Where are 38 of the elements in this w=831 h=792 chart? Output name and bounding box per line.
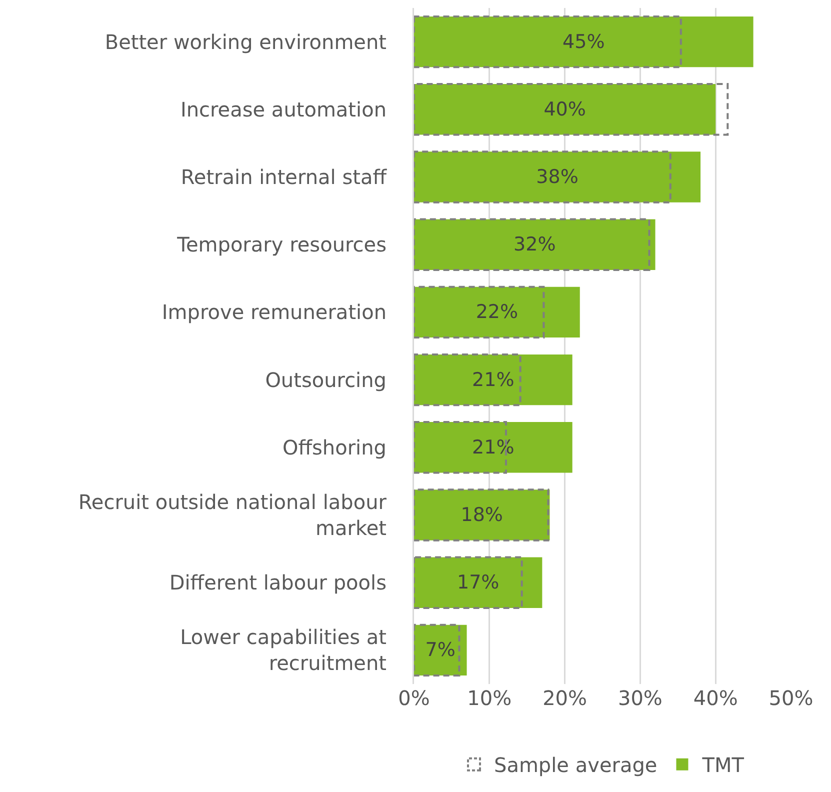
bar xyxy=(414,354,572,406)
y-tick-label: Different labour pools xyxy=(169,570,386,595)
x-tick-label: 10% xyxy=(467,686,512,710)
y-tick-label: Improve remuneration xyxy=(162,300,386,324)
y-tick-label: Retrain internal staff xyxy=(180,165,388,189)
data-label: 32% xyxy=(514,234,556,256)
bar xyxy=(414,422,572,473)
data-label: 22% xyxy=(476,301,518,324)
bar xyxy=(414,286,580,338)
data-label: 40% xyxy=(544,98,586,120)
y-tick-label: Increase automation xyxy=(180,97,386,122)
x-tick-label: 50% xyxy=(768,686,814,710)
legend-label: Sample average xyxy=(494,753,658,778)
data-label: 7% xyxy=(425,639,456,662)
y-tick-label: Outsourcing xyxy=(265,368,386,392)
y-tick-label: Recruit outside national labour market xyxy=(78,490,388,540)
data-label: 21% xyxy=(472,368,514,391)
y-tick-label: Offshoring xyxy=(282,435,386,460)
x-tick-label: 0% xyxy=(398,686,430,710)
x-tick-label: 30% xyxy=(618,686,662,710)
x-tick-label: 40% xyxy=(693,686,738,710)
data-label: 17% xyxy=(456,572,500,594)
bar xyxy=(414,624,460,677)
y-tick-label: Better working environment xyxy=(104,30,387,54)
data-label: 21% xyxy=(472,436,514,458)
legend-label: TMT xyxy=(701,753,745,778)
x-tick-label: 20% xyxy=(542,686,588,710)
bar xyxy=(414,15,682,68)
bar xyxy=(414,286,545,339)
bar xyxy=(414,16,754,68)
bar xyxy=(414,556,523,609)
y-tick-label: Lower capabilities at recruitment xyxy=(180,625,387,676)
data-label: 45% xyxy=(562,30,605,53)
y-tick-label: Temporary resources xyxy=(176,232,386,257)
data-label: 38% xyxy=(536,166,578,188)
bar xyxy=(414,353,522,406)
data-label: 18% xyxy=(460,504,503,526)
bar xyxy=(414,557,542,608)
